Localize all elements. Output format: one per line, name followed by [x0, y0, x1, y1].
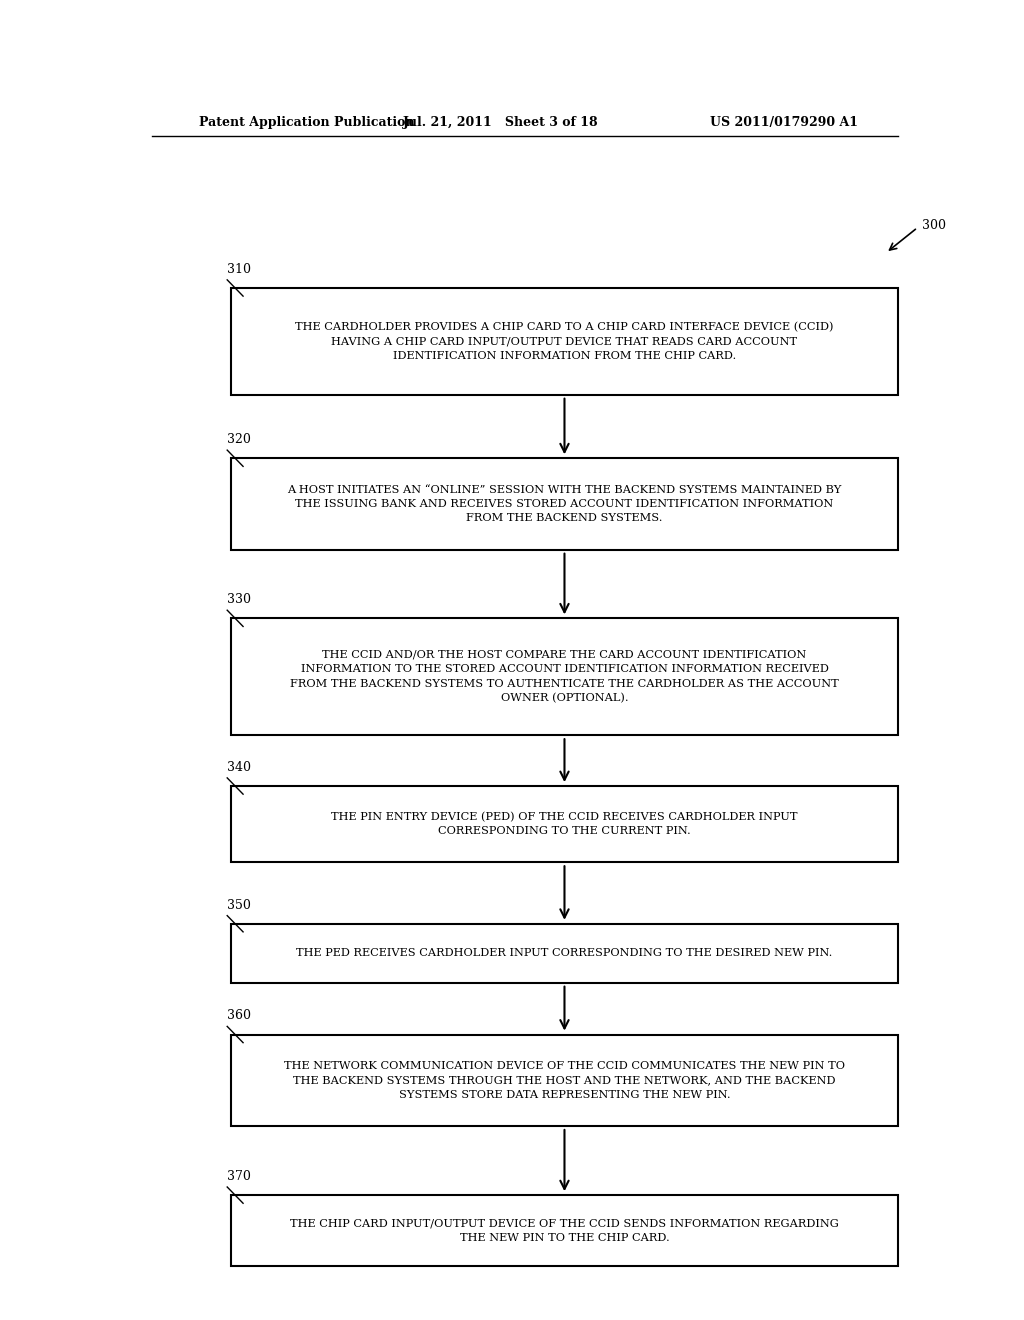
Bar: [231, 1035, 898, 1126]
Text: 350: 350: [227, 899, 251, 912]
Text: THE NETWORK COMMUNICATION DEVICE OF THE CCID COMMUNICATES THE NEW PIN TO
THE BAC: THE NETWORK COMMUNICATION DEVICE OF THE …: [284, 1061, 845, 1100]
Text: Patent Application Publication: Patent Application Publication: [200, 116, 415, 129]
Text: 310: 310: [227, 263, 251, 276]
Text: THE CARDHOLDER PROVIDES A CHIP CARD TO A CHIP CARD INTERFACE DEVICE (CCID)
HAVIN: THE CARDHOLDER PROVIDES A CHIP CARD TO A…: [295, 322, 834, 360]
Bar: [231, 288, 898, 395]
Bar: [231, 458, 898, 549]
Text: 300: 300: [922, 219, 945, 232]
Text: 330: 330: [227, 593, 251, 606]
Text: US 2011/0179290 A1: US 2011/0179290 A1: [710, 116, 858, 129]
Bar: [231, 1195, 898, 1266]
Bar: [231, 785, 898, 862]
Text: 360: 360: [227, 1010, 251, 1022]
Bar: [231, 618, 898, 735]
Text: THE CHIP CARD INPUT/OUTPUT DEVICE OF THE CCID SENDS INFORMATION REGARDING
THE NE: THE CHIP CARD INPUT/OUTPUT DEVICE OF THE…: [290, 1218, 839, 1243]
Text: A HOST INITIATES AN “ONLINE” SESSION WITH THE BACKEND SYSTEMS MAINTAINED BY
THE : A HOST INITIATES AN “ONLINE” SESSION WIT…: [288, 484, 842, 523]
Text: 370: 370: [227, 1170, 251, 1183]
Text: THE PIN ENTRY DEVICE (PED) OF THE CCID RECEIVES CARDHOLDER INPUT
CORRESPONDING T: THE PIN ENTRY DEVICE (PED) OF THE CCID R…: [331, 812, 798, 837]
Bar: [231, 924, 898, 982]
Text: 340: 340: [227, 760, 251, 774]
Text: THE CCID AND/OR THE HOST COMPARE THE CARD ACCOUNT IDENTIFICATION
INFORMATION TO : THE CCID AND/OR THE HOST COMPARE THE CAR…: [290, 649, 839, 704]
Text: Jul. 21, 2011   Sheet 3 of 18: Jul. 21, 2011 Sheet 3 of 18: [403, 116, 599, 129]
Text: 320: 320: [227, 433, 251, 446]
Text: THE PED RECEIVES CARDHOLDER INPUT CORRESPONDING TO THE DESIRED NEW PIN.: THE PED RECEIVES CARDHOLDER INPUT CORRES…: [296, 948, 833, 958]
